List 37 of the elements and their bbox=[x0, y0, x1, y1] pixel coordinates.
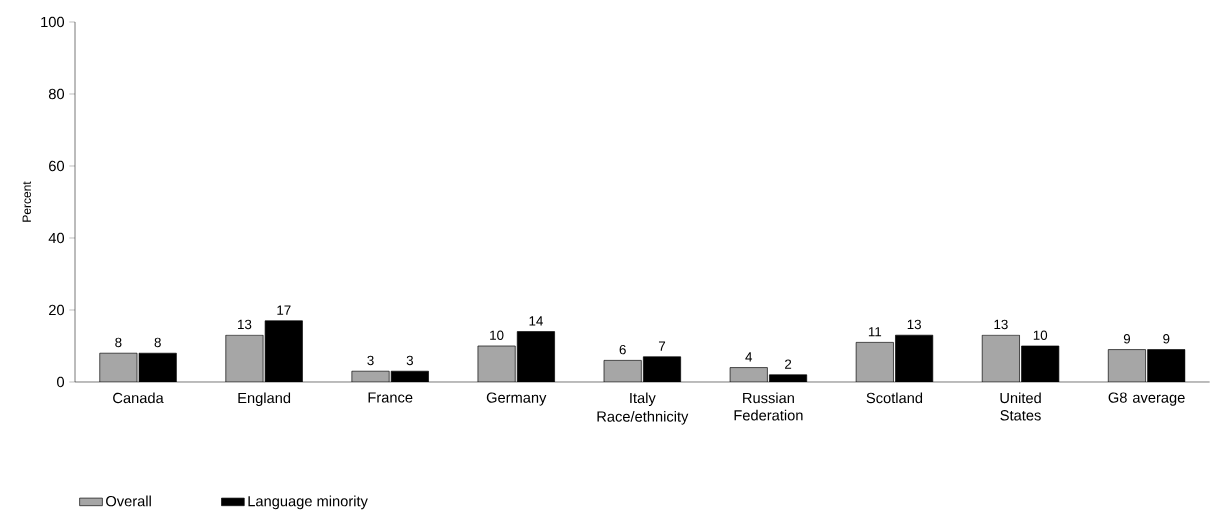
y-tick-label: 20 bbox=[49, 304, 65, 316]
data-label: 10 bbox=[1033, 330, 1048, 340]
data-label: 2 bbox=[785, 359, 792, 369]
data-label: 7 bbox=[658, 341, 666, 351]
data-label: 9 bbox=[1123, 334, 1131, 344]
data-label: 11 bbox=[868, 327, 882, 337]
data-label: 14 bbox=[529, 316, 543, 326]
y-axis-title: Percent bbox=[22, 181, 31, 222]
data-label: 13 bbox=[907, 319, 921, 330]
data-label: 13 bbox=[238, 319, 252, 330]
x-tick-label: England bbox=[238, 392, 291, 407]
y-tick-label: 60 bbox=[49, 160, 65, 172]
x-tick-label: United States bbox=[1000, 392, 1041, 421]
x-tick-label: Russian Federation bbox=[734, 392, 803, 421]
data-label: 3 bbox=[367, 355, 374, 366]
x-axis-title: Race/ethnicity bbox=[597, 410, 689, 425]
x-tick-label: Canada bbox=[113, 392, 164, 404]
y-tick-label: 100 bbox=[41, 16, 65, 28]
data-label: 17 bbox=[277, 305, 291, 315]
x-tick-label: Germany bbox=[486, 392, 547, 406]
x-tick-label: Scotland bbox=[866, 392, 923, 404]
legend-label: Language minority bbox=[248, 495, 368, 510]
data-label: 10 bbox=[490, 330, 504, 340]
data-label: 3 bbox=[406, 355, 413, 366]
data-label: 8 bbox=[154, 337, 161, 348]
y-tick-label: 40 bbox=[48, 232, 65, 244]
y-tick-label: 80 bbox=[48, 88, 65, 100]
data-label: 4 bbox=[745, 352, 753, 362]
data-label: 9 bbox=[1163, 334, 1170, 344]
x-tick-label: G8 average bbox=[1108, 392, 1185, 406]
legend-label: Overall bbox=[106, 495, 151, 507]
x-tick-label: France bbox=[368, 392, 413, 403]
data-label: 6 bbox=[619, 344, 626, 355]
x-tick-label: Italy bbox=[630, 392, 656, 407]
data-label: 8 bbox=[115, 337, 122, 348]
y-tick-label: 0 bbox=[57, 376, 65, 388]
data-label: 13 bbox=[994, 319, 1008, 330]
